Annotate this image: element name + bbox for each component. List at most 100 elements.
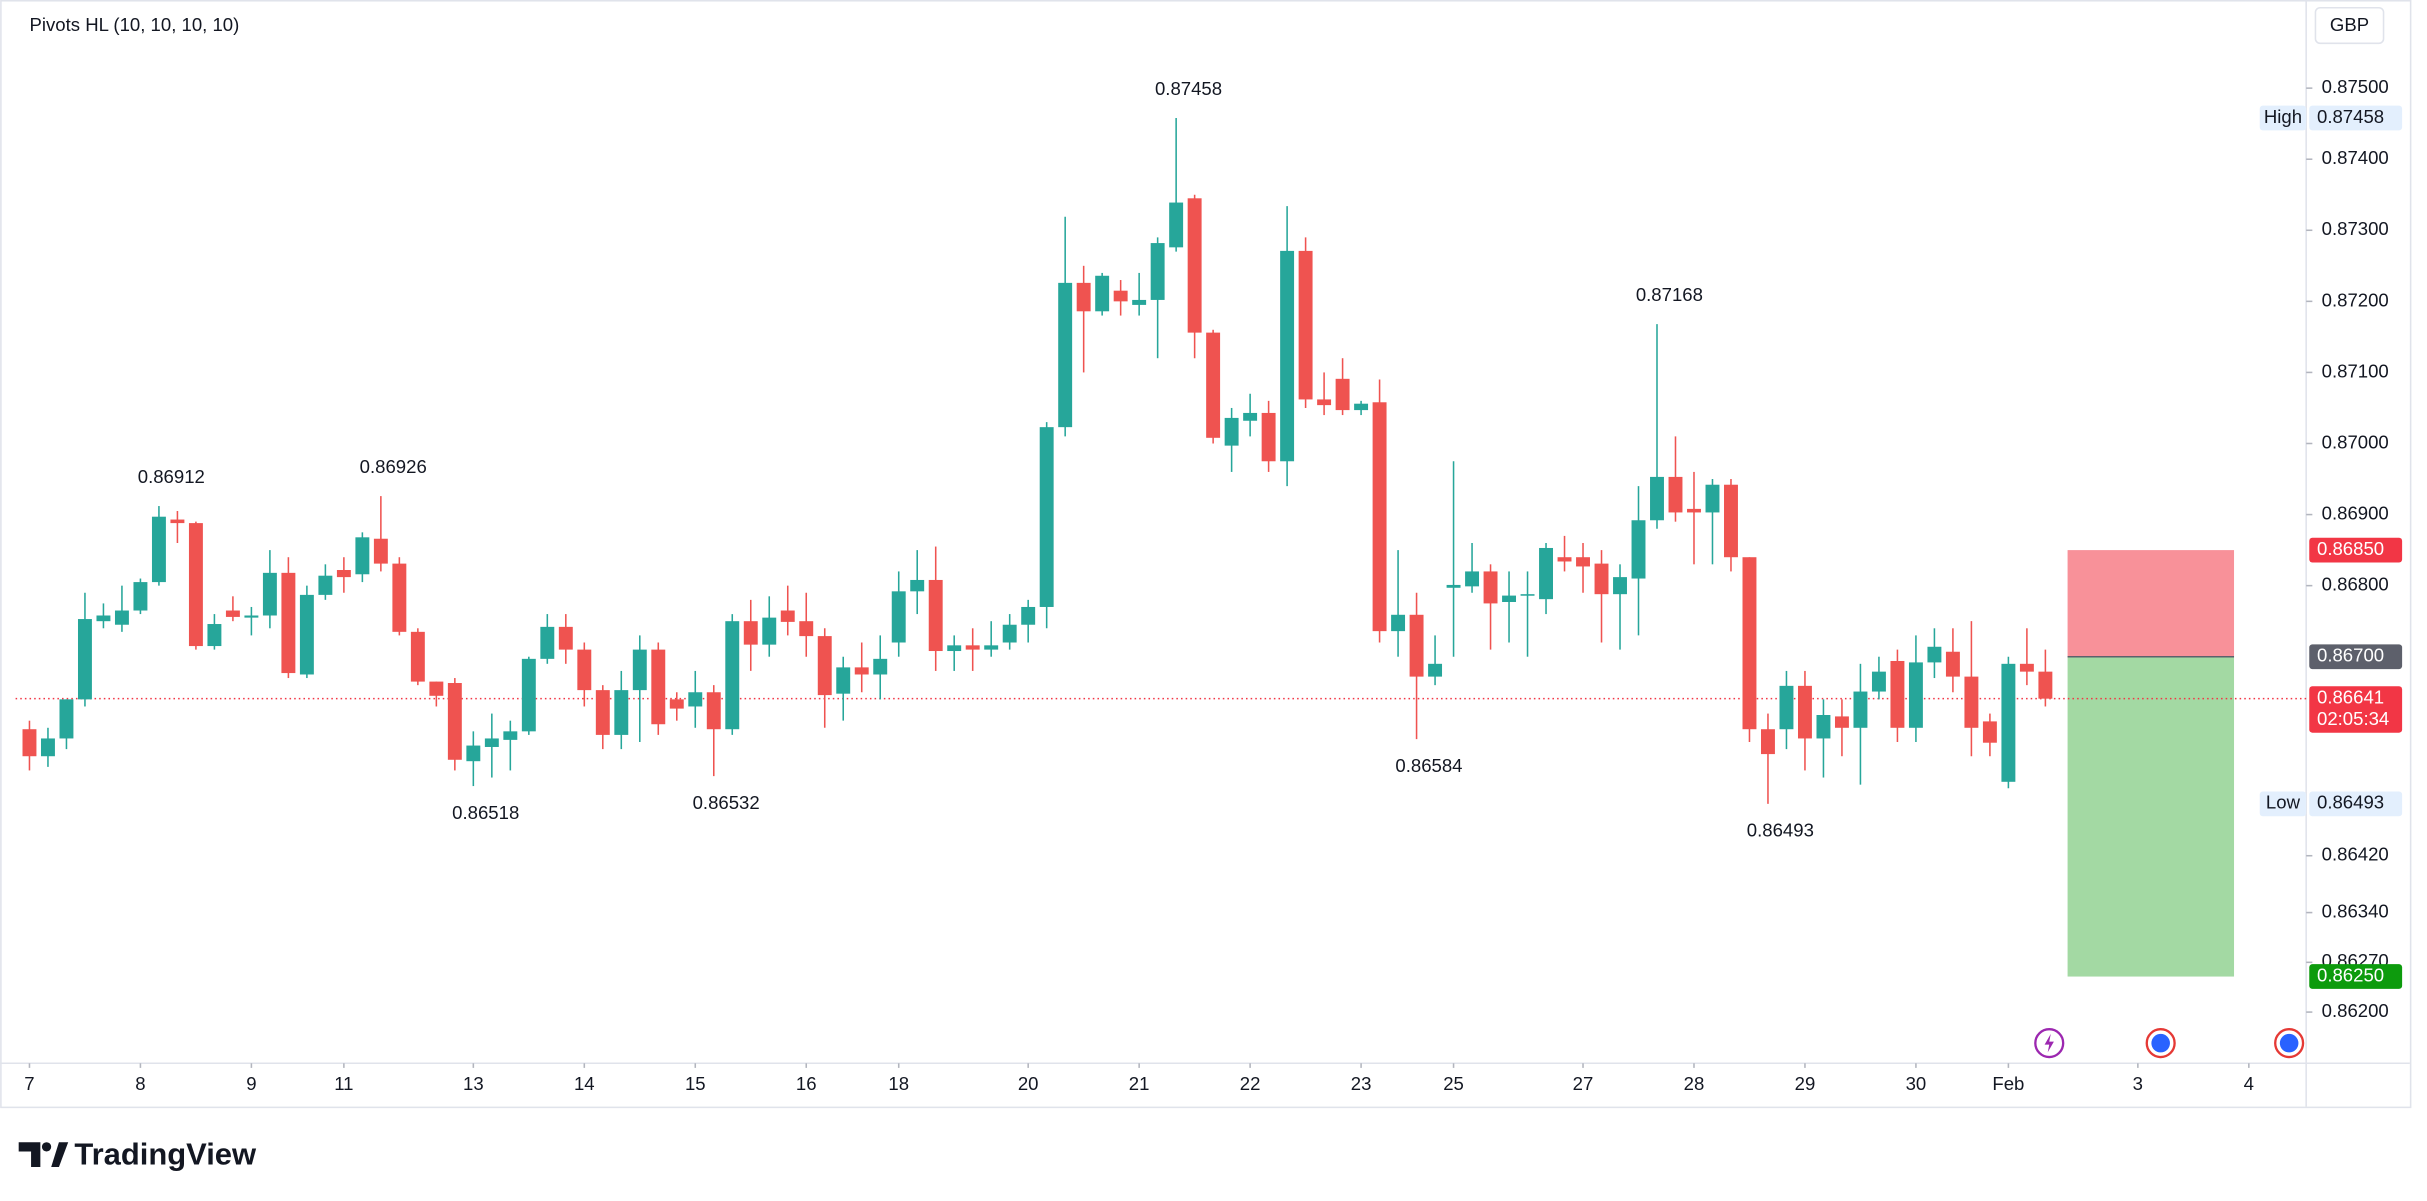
candle-body xyxy=(466,745,481,762)
candle-body xyxy=(1206,332,1221,438)
candle-body xyxy=(336,570,351,578)
y-tick-label: 0.87300 xyxy=(2322,218,2389,239)
candle-body xyxy=(1761,729,1775,755)
candle-body xyxy=(1409,614,1424,677)
x-tick-label: 4 xyxy=(2244,1073,2254,1094)
candle-body xyxy=(632,649,647,691)
candle-body xyxy=(891,591,906,643)
stop-badge xyxy=(2309,537,2403,563)
pivot-label: 0.86493 xyxy=(1747,820,1814,841)
candle-body xyxy=(1002,624,1017,643)
x-tick-label: Feb xyxy=(1992,1073,2024,1094)
candle-body xyxy=(1816,714,1831,739)
low-badge xyxy=(2309,791,2403,817)
candle-body xyxy=(706,692,721,730)
candle-body xyxy=(1982,721,1997,743)
x-tick-label: 8 xyxy=(135,1073,145,1094)
countdown: 02:05:34 xyxy=(2317,708,2389,729)
candle-body xyxy=(669,699,684,709)
candle-body xyxy=(1261,412,1276,462)
candle-body xyxy=(1853,691,1868,728)
badge-value: 0.87458 xyxy=(2317,106,2384,127)
pivot-label: 0.86584 xyxy=(1395,755,1462,776)
y-tick-label: 0.87200 xyxy=(2322,289,2389,310)
candle-body xyxy=(59,699,74,739)
badge-value: 0.86850 xyxy=(2317,538,2384,559)
indicator-title: Pivots HL (10, 10, 10, 10) xyxy=(30,14,240,35)
candle-body xyxy=(1298,250,1313,400)
candle-body xyxy=(447,683,462,760)
candle-body xyxy=(151,516,166,583)
candle-body xyxy=(2038,671,2053,699)
candle-body xyxy=(854,667,869,675)
pivot-label: 0.86912 xyxy=(138,466,205,487)
candle-body xyxy=(1169,202,1184,248)
candle-body xyxy=(521,658,536,732)
x-tick-label: 29 xyxy=(1795,1073,1816,1094)
candle-body xyxy=(595,690,610,735)
candle-body xyxy=(947,645,962,652)
chart-frame xyxy=(0,0,2412,1109)
candle-body xyxy=(1391,614,1406,632)
x-tick-label: 3 xyxy=(2133,1073,2143,1094)
target-badge xyxy=(2309,964,2403,989)
candle-body xyxy=(1354,403,1369,411)
x-tick-label: 13 xyxy=(463,1073,484,1094)
candle-body xyxy=(1483,571,1498,604)
candle-body xyxy=(743,621,758,645)
candle-body xyxy=(503,731,518,740)
badge-value: 0.86493 xyxy=(2317,792,2384,813)
candle-body xyxy=(133,582,148,611)
y-tick-label: 0.86200 xyxy=(2322,1000,2389,1021)
candle-body xyxy=(1927,646,1942,663)
logo-mark xyxy=(18,1142,41,1167)
last-price-badge xyxy=(2309,686,2403,733)
candle-body xyxy=(873,658,888,675)
candle-body xyxy=(1280,250,1295,462)
x-tick-label: 11 xyxy=(334,1073,353,1094)
candle-body xyxy=(170,519,185,524)
candle-body xyxy=(1058,282,1073,428)
candle-body xyxy=(688,692,703,707)
candle-body xyxy=(410,631,425,682)
badge-value: 0.86700 xyxy=(2317,645,2384,666)
y-tick-label: 0.86420 xyxy=(2322,844,2389,865)
badge-tag-label: Low xyxy=(2266,792,2301,813)
event-glyph xyxy=(2151,1033,2170,1053)
x-tick-label: 16 xyxy=(796,1073,817,1094)
candle-body xyxy=(281,572,296,674)
x-tick-label: 7 xyxy=(24,1073,34,1094)
lightning-glyph xyxy=(2044,1033,2054,1053)
x-tick-label: 15 xyxy=(685,1073,706,1094)
candle-body xyxy=(1502,595,1517,602)
high-badge xyxy=(2309,105,2403,131)
candle-body xyxy=(1317,399,1332,406)
candle-body xyxy=(244,615,259,618)
candle-body xyxy=(1668,476,1683,513)
candle-body xyxy=(299,594,314,675)
currency-box[interactable] xyxy=(2314,6,2385,45)
badge-tag-label: High xyxy=(2264,106,2302,127)
pivot-label: 0.86518 xyxy=(452,802,519,823)
candle-body xyxy=(577,649,592,691)
badge-value: 0.86250 xyxy=(2317,964,2384,985)
x-tick-label: 25 xyxy=(1443,1073,1464,1094)
candle-body xyxy=(965,645,980,650)
candle-body xyxy=(1520,594,1535,596)
brand: TradingView xyxy=(74,1136,257,1171)
candle-body xyxy=(780,610,795,622)
candle-body xyxy=(1372,402,1387,632)
logo-mark xyxy=(41,1142,52,1152)
candle-body xyxy=(1742,557,1757,730)
x-tick-label: 22 xyxy=(1240,1073,1261,1094)
candle-body xyxy=(558,626,573,650)
candle-body xyxy=(1132,299,1147,305)
candle-body xyxy=(188,523,203,647)
candle-body xyxy=(1039,427,1054,607)
candle-body xyxy=(318,575,333,595)
y-tick-label: 0.87500 xyxy=(2322,76,2389,97)
candle-body xyxy=(484,738,499,747)
candle-body xyxy=(1613,577,1627,595)
alert-icons xyxy=(2034,1028,2305,1059)
candle-body xyxy=(207,624,222,647)
